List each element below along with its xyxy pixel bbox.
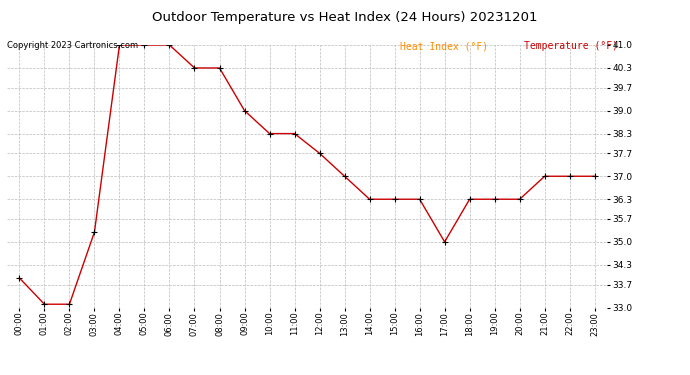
Text: Outdoor Temperature vs Heat Index (24 Hours) 20231201: Outdoor Temperature vs Heat Index (24 Ho… bbox=[152, 11, 538, 24]
Text: Heat Index (°F): Heat Index (°F) bbox=[400, 41, 489, 51]
Text: Copyright 2023 Cartronics.com: Copyright 2023 Cartronics.com bbox=[7, 41, 138, 50]
Text: Temperature (°F): Temperature (°F) bbox=[524, 41, 618, 51]
